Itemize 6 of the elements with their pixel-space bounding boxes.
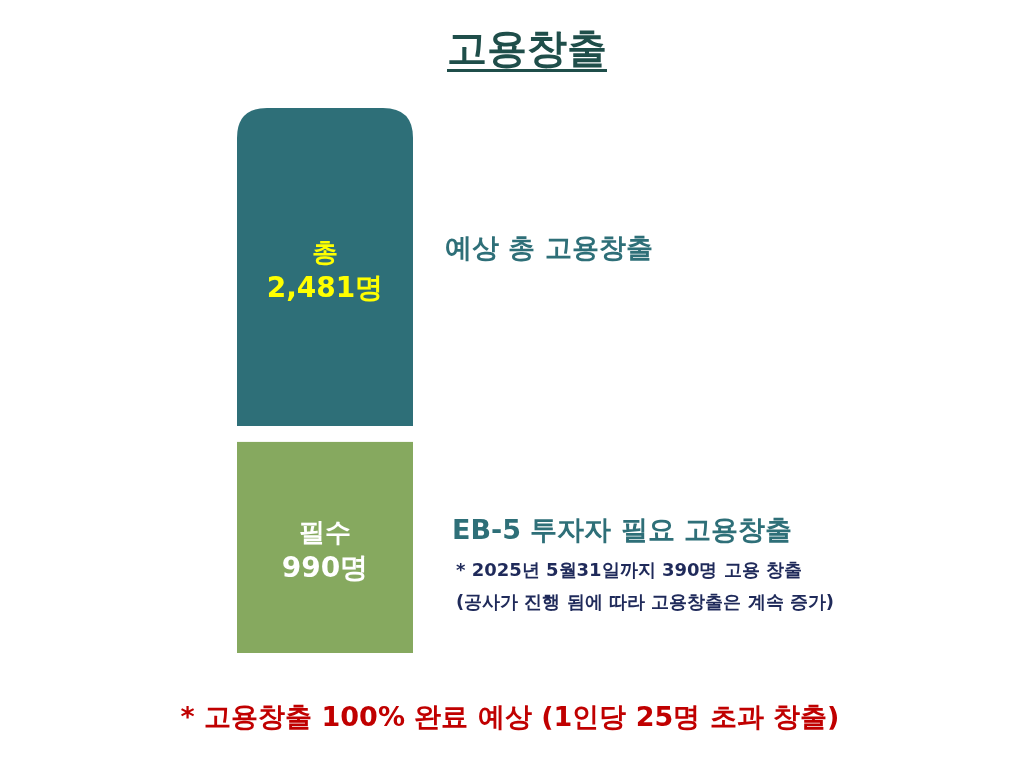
- annotation: * 2025년 5월31일까지 390명 고용 창출: [456, 559, 802, 580]
- annotation: EB-5 투자자 필요 고용창출: [452, 514, 793, 546]
- annotation: * 고용창출 100% 완료 예상 (1인당 25명 초과 창출): [180, 701, 840, 732]
- annotation: (공사가 진행 됨에 따라 고용창출은 계속 증가): [456, 591, 835, 612]
- title: 고용창출: [447, 25, 607, 71]
- annotation: 예상 총 고용창출: [445, 231, 653, 263]
